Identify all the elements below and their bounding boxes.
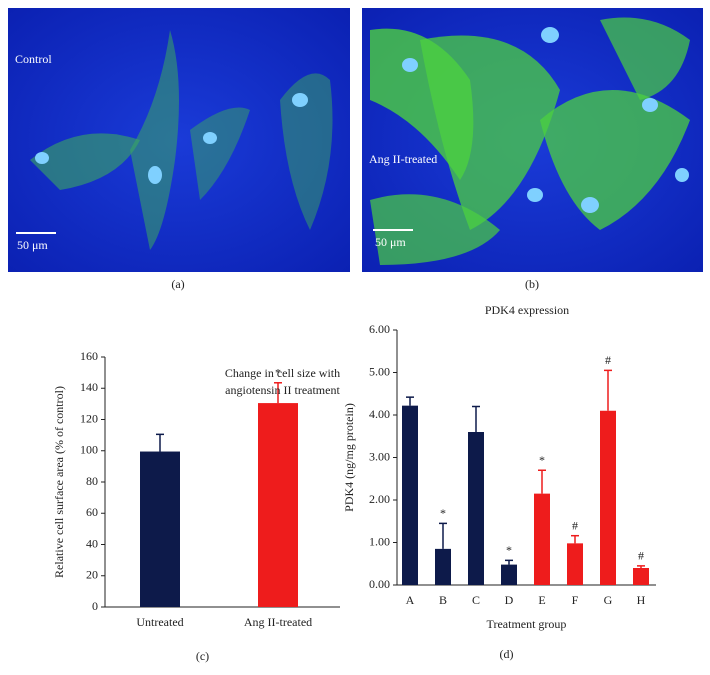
- bar: [633, 568, 649, 585]
- y-tick-label: 20: [86, 568, 98, 582]
- x-tick-label: F: [572, 593, 579, 607]
- y-tick-label: 60: [86, 505, 98, 519]
- significance-marker: *: [506, 543, 512, 557]
- bar: [435, 548, 451, 585]
- significance-marker: *: [275, 366, 281, 380]
- bar: [140, 451, 180, 607]
- x-tick-label: D: [505, 593, 514, 607]
- x-tick-label: Ang II-treated: [244, 615, 312, 629]
- x-tick-label: A: [406, 593, 415, 607]
- y-tick-label: 160: [80, 349, 98, 363]
- bar: [600, 410, 616, 585]
- scale-bar-label: 50 μm: [17, 238, 48, 252]
- y-axis-label: Relative cell surface area (% of control…: [52, 386, 66, 578]
- panel-caption: (b): [525, 277, 539, 291]
- y-tick-label: 100: [80, 443, 98, 457]
- y-tick-label: 0.00: [369, 577, 390, 591]
- y-tick-label: 3.00: [369, 449, 390, 463]
- y-tick-label: 1.00: [369, 534, 390, 548]
- significance-marker: *: [440, 506, 446, 520]
- micrograph-ang-ii: Ang II-treated 50 μm: [362, 8, 703, 272]
- micrograph-control: Control 50 μm: [8, 8, 350, 272]
- y-axis-label: PDK4 (ng/mg protein): [342, 403, 356, 512]
- x-tick-label: C: [472, 593, 480, 607]
- y-tick-label: 40: [86, 536, 98, 550]
- image-label: Ang II-treated: [369, 152, 437, 166]
- significance-marker: #: [572, 518, 578, 532]
- significance-marker: *: [539, 453, 545, 467]
- x-tick-label: Untreated: [136, 615, 183, 629]
- panel-caption: (a): [171, 277, 184, 291]
- bar: [402, 405, 418, 585]
- panel-caption: (c): [196, 649, 209, 663]
- bar: [258, 403, 298, 607]
- significance-marker: #: [638, 549, 644, 563]
- scale-bar-label: 50 μm: [375, 235, 406, 249]
- bar: [468, 432, 484, 585]
- y-tick-label: 6.00: [369, 322, 390, 336]
- x-tick-label: H: [637, 593, 646, 607]
- bar: [534, 493, 550, 585]
- bar: [567, 543, 583, 585]
- x-tick-label: B: [439, 593, 447, 607]
- y-tick-label: 80: [86, 474, 98, 488]
- x-axis-label: Treatment group: [487, 617, 567, 631]
- x-tick-label: E: [538, 593, 545, 607]
- y-tick-label: 0: [92, 599, 98, 613]
- y-tick-label: 140: [80, 380, 98, 394]
- significance-marker: #: [605, 353, 611, 367]
- chart-title: PDK4 expression: [485, 303, 569, 317]
- panel-caption: (d): [500, 647, 514, 661]
- y-tick-label: 120: [80, 411, 98, 425]
- bar: [501, 564, 517, 585]
- x-tick-label: G: [604, 593, 613, 607]
- chart-title: Change in cell size with angiotensin II …: [224, 366, 341, 397]
- y-tick-label: 5.00: [369, 364, 390, 378]
- y-tick-label: 4.00: [369, 407, 390, 421]
- y-tick-label: 2.00: [369, 492, 390, 506]
- image-label: Control: [15, 52, 52, 66]
